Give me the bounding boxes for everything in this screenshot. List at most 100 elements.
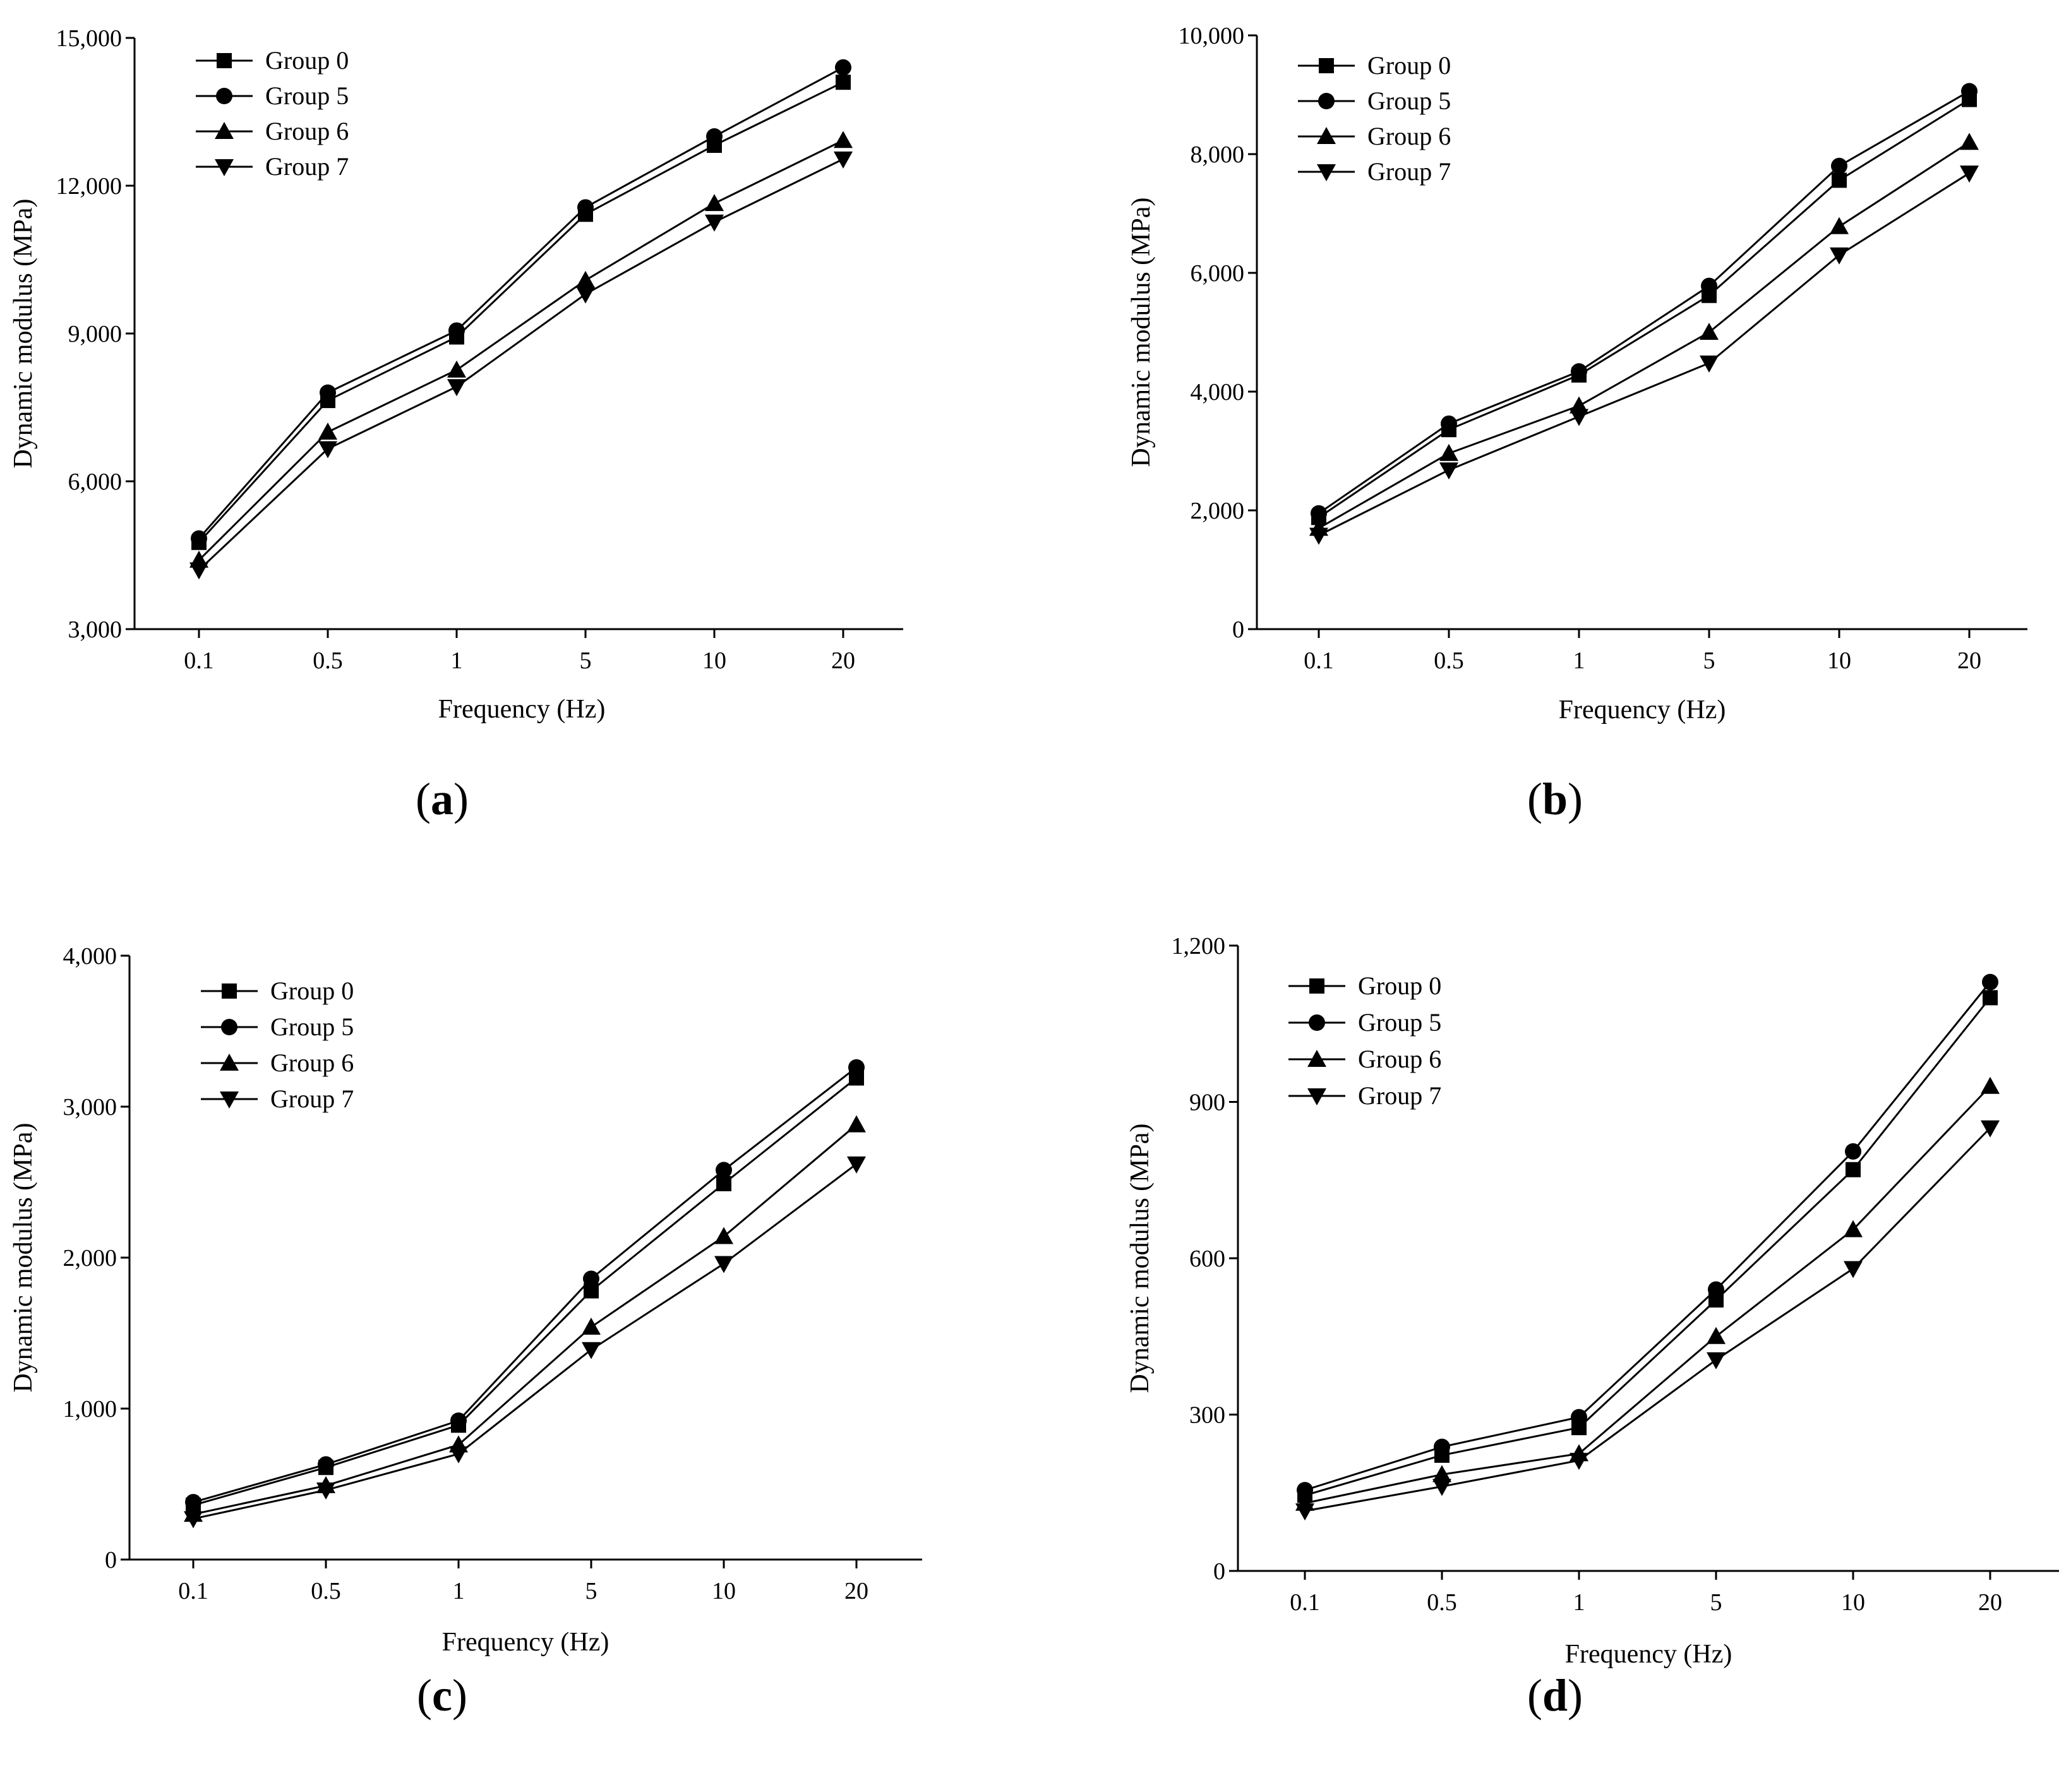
legend-label: Group 6 bbox=[1367, 122, 1451, 150]
x-tick-label: 0.5 bbox=[1427, 1589, 1457, 1616]
data-point bbox=[189, 562, 208, 580]
x-tick-label: 5 bbox=[585, 1578, 597, 1604]
series-line-group-6 bbox=[1304, 1085, 1991, 1505]
y-tick-label: 2,000 bbox=[63, 1245, 117, 1272]
series-line-group-6 bbox=[1318, 141, 1970, 529]
data-point bbox=[1830, 247, 1849, 265]
series-line-group-5 bbox=[1304, 981, 1991, 1491]
legend-marker bbox=[1307, 1088, 1326, 1105]
data-point bbox=[577, 199, 594, 216]
y-tick-label: 1,200 bbox=[1172, 933, 1226, 959]
y-tick-label: 4,000 bbox=[63, 943, 117, 970]
data-point bbox=[448, 322, 465, 339]
data-point bbox=[191, 530, 207, 547]
y-tick-label: 10,000 bbox=[1179, 23, 1245, 49]
data-point bbox=[1701, 277, 1717, 294]
data-point bbox=[1830, 217, 1849, 234]
panel-label-a: (a) bbox=[416, 774, 469, 824]
y-tick-label: 900 bbox=[1189, 1090, 1225, 1116]
series-line-group-5 bbox=[1318, 90, 1970, 514]
data-point bbox=[449, 1446, 468, 1464]
legend-label: Group 5 bbox=[1358, 1008, 1441, 1037]
data-point bbox=[1832, 172, 1847, 188]
x-tick-label: 10 bbox=[712, 1578, 736, 1604]
data-point bbox=[834, 131, 853, 148]
data-point bbox=[1570, 409, 1588, 426]
data-point bbox=[450, 1412, 467, 1429]
x-tick-label: 1 bbox=[451, 647, 463, 674]
chart-a: 3,000 6,000 9,000 12,000 15,000 0.1 0.5 1 5 10 20 F… bbox=[9, 25, 903, 724]
data-point bbox=[714, 1256, 733, 1273]
y-tick-label: 3,000 bbox=[68, 616, 123, 643]
data-point bbox=[1297, 1482, 1313, 1499]
legend-marker bbox=[220, 1054, 239, 1071]
data-point bbox=[576, 286, 595, 304]
legend-label: Group 6 bbox=[1358, 1045, 1441, 1073]
legend-label: Group 0 bbox=[1367, 51, 1451, 80]
y-tick-label: 4,000 bbox=[1191, 379, 1245, 406]
x-axis-title: Frequency (Hz) bbox=[438, 695, 606, 724]
y-tick-label: 9,000 bbox=[68, 321, 123, 347]
y-axis-title: Dynamic modulus (MPa) bbox=[9, 199, 38, 469]
x-tick-label: 10 bbox=[1827, 647, 1851, 674]
data-point bbox=[318, 423, 337, 440]
data-point bbox=[447, 379, 466, 397]
chart-c: 0 1,000 2,000 3,000 4,000 0.1 0.5 1 5 10 20 Frequen… bbox=[9, 943, 922, 1657]
data-point bbox=[1846, 1162, 1861, 1177]
legend-marker bbox=[1318, 93, 1335, 109]
series-line-group-0 bbox=[1304, 997, 1991, 1496]
x-tick-label: 20 bbox=[831, 647, 855, 674]
y-tick-label: 3,000 bbox=[63, 1094, 117, 1121]
data-point bbox=[1439, 462, 1458, 480]
legend-marker bbox=[215, 159, 234, 176]
x-tick-label: 1 bbox=[1573, 1589, 1585, 1616]
chart-d: 0 300 600 900 1,200 0.1 0.5 1 5 10 20 Frequency (Hz… bbox=[1126, 933, 2059, 1669]
data-point bbox=[714, 1227, 733, 1244]
x-tick-label: 0.5 bbox=[1434, 647, 1464, 674]
y-tick-label: 600 bbox=[1189, 1246, 1225, 1272]
data-point bbox=[318, 441, 337, 459]
data-point bbox=[1831, 157, 1847, 174]
data-point bbox=[1707, 1352, 1726, 1369]
x-tick-label: 20 bbox=[1978, 1589, 2002, 1616]
data-point bbox=[1311, 505, 1327, 522]
data-point bbox=[835, 59, 851, 76]
series-line-group-0 bbox=[198, 81, 844, 543]
data-point bbox=[582, 1317, 601, 1335]
chart-panel-a: 3,000 6,000 9,000 12,000 15,000 0.1 0.5 1 5 10 20 F… bbox=[0, 0, 1035, 896]
series-line-group-0 bbox=[1318, 99, 1970, 519]
y-tick-label: 15,000 bbox=[56, 25, 123, 52]
data-point bbox=[1571, 1409, 1587, 1426]
legend-label: Group 5 bbox=[265, 81, 349, 110]
panel-label-b: (b) bbox=[1527, 774, 1583, 824]
x-tick-label: 10 bbox=[702, 647, 726, 674]
y-tick-label: 0 bbox=[1232, 616, 1244, 643]
data-point bbox=[1981, 1076, 2000, 1094]
y-tick-label: 0 bbox=[1213, 1558, 1225, 1585]
chart-panel-d: 0 300 600 900 1,200 0.1 0.5 1 5 10 20 Frequency (Hz… bbox=[1036, 896, 2071, 1792]
legend-marker bbox=[220, 1091, 239, 1109]
y-tick-label: 0 bbox=[105, 1547, 117, 1573]
series-line-group-6 bbox=[198, 139, 844, 561]
y-axis-title: Dynamic modulus (MPa) bbox=[1127, 198, 1156, 467]
legend-marker bbox=[1309, 1014, 1325, 1031]
data-point bbox=[1700, 323, 1719, 340]
legend-label: Group 6 bbox=[270, 1049, 354, 1077]
legend-marker bbox=[222, 983, 237, 999]
legend-marker bbox=[1317, 164, 1336, 181]
x-tick-label: 0.5 bbox=[311, 1578, 341, 1604]
data-point bbox=[847, 1156, 866, 1174]
chart-b: 0 2,000 4,000 6,000 8,000 10,000 0.1 0.5 1 5 10 20 F… bbox=[1127, 23, 2027, 725]
x-axis-title: Frequency (Hz) bbox=[442, 1628, 609, 1657]
y-tick-label: 6,000 bbox=[68, 469, 123, 495]
series-line-group-0 bbox=[193, 1077, 857, 1506]
data-point bbox=[184, 1511, 203, 1529]
data-point bbox=[447, 360, 466, 378]
x-axis-title: Frequency (Hz) bbox=[1565, 1640, 1732, 1669]
y-tick-label: 12,000 bbox=[56, 173, 123, 200]
legend-marker bbox=[217, 53, 232, 68]
data-point bbox=[1844, 1220, 1863, 1237]
data-point bbox=[1708, 1281, 1724, 1298]
data-point bbox=[1845, 1143, 1861, 1160]
y-tick-label: 1,000 bbox=[63, 1396, 117, 1422]
